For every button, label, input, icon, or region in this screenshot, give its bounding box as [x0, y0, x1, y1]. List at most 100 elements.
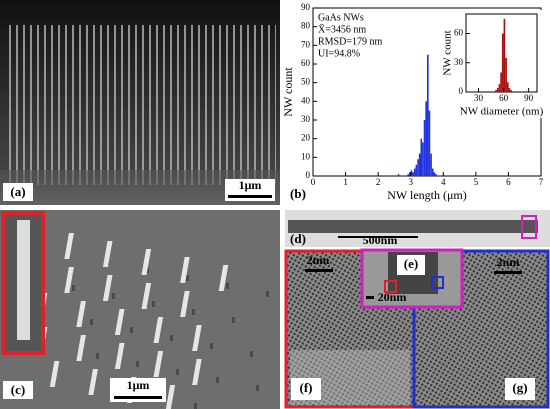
x-tick-label: 4 — [441, 177, 446, 187]
pillar — [180, 257, 190, 283]
bar — [428, 110, 431, 176]
bar — [410, 170, 413, 176]
pillar-shadow — [210, 343, 213, 349]
sem-image-c — [0, 210, 280, 409]
pillar-shadow — [226, 283, 229, 289]
pillar — [153, 351, 164, 377]
bar — [397, 174, 400, 176]
bar — [435, 174, 437, 176]
pillar-shadow — [112, 293, 115, 299]
bar — [510, 90, 512, 92]
pillar — [153, 317, 164, 343]
x-tick-label: 3 — [408, 177, 413, 187]
pillar-shadow — [186, 275, 189, 281]
pillar-shadow — [72, 285, 75, 291]
pillar-shadow — [194, 403, 197, 409]
pillar-shadow — [136, 361, 139, 367]
bar — [412, 172, 414, 176]
y-tick-label: 60 — [301, 58, 311, 68]
pillar — [102, 275, 113, 301]
label-box — [397, 255, 425, 275]
bar — [503, 18, 506, 92]
nanowire — [288, 220, 538, 233]
scale-bar — [494, 271, 522, 274]
panel-label: (g) — [512, 380, 527, 395]
pillar-shadow — [232, 317, 235, 323]
y-tick-label: 80 — [301, 21, 311, 31]
pillar-shadow — [152, 301, 155, 307]
scale-text: 20nm — [378, 290, 407, 304]
panel-label: (e) — [404, 256, 418, 271]
y-tick-label: 30 — [301, 114, 311, 124]
scale-text: 2nm — [497, 255, 520, 269]
y-tick-label: 0 — [306, 170, 311, 180]
bar — [407, 174, 410, 176]
y-axis-label: NW count — [281, 67, 295, 117]
x-tick-label: 30 — [474, 93, 484, 103]
x-tick-label: 0 — [311, 177, 316, 187]
x-tick-label: 6 — [506, 177, 511, 187]
pillar-shadow — [192, 309, 195, 315]
pillar — [180, 291, 190, 317]
annotation: RMSD=179 nm — [318, 36, 382, 47]
x-tick-label: 2 — [376, 177, 381, 187]
bar — [418, 153, 421, 176]
pillar — [64, 267, 74, 293]
pillar — [192, 325, 202, 351]
y-tick-label: 0 — [459, 86, 464, 96]
scale-text: 500nm — [363, 233, 398, 247]
highlight-box — [384, 280, 397, 293]
pillar — [64, 233, 74, 259]
label-box — [291, 378, 321, 400]
bar — [425, 101, 427, 176]
pillar — [141, 249, 152, 275]
y-tick-label: 20 — [301, 133, 311, 143]
scale-bar — [338, 236, 418, 238]
bar — [498, 84, 501, 92]
bar — [427, 54, 429, 176]
bar — [508, 88, 511, 92]
y-tick-label: 30 — [454, 57, 464, 67]
y-tick-label: 40 — [301, 95, 311, 105]
panel-label: (f) — [300, 380, 313, 395]
pillar — [192, 359, 202, 385]
bar — [501, 33, 504, 92]
pillar — [88, 369, 98, 395]
panel-label: (b) — [290, 186, 306, 201]
pillar-shadow — [146, 267, 149, 273]
scale-bar — [305, 269, 333, 272]
y-tick-label: 50 — [301, 77, 311, 87]
bar — [415, 164, 418, 176]
pillar-shadow — [96, 353, 99, 359]
label-box — [3, 183, 33, 201]
bar — [500, 72, 502, 92]
x-tick-label: 5 — [474, 177, 479, 187]
scale-text: 1μm — [127, 378, 150, 392]
panel-label: (a) — [10, 184, 25, 199]
scale-text: 2nm — [307, 253, 330, 267]
annotation: GaAs NWs — [318, 12, 364, 23]
scale-text: 1μm — [239, 178, 262, 192]
pillar-shadow — [216, 377, 219, 383]
y-tick-label: 70 — [301, 39, 311, 49]
pillar — [76, 301, 86, 327]
pillar — [114, 343, 125, 369]
bar — [422, 142, 424, 176]
bar — [495, 90, 497, 92]
bar — [423, 120, 426, 176]
y-tick-label: 90 — [301, 2, 311, 12]
panel-label: (d) — [290, 231, 306, 246]
bar — [431, 168, 434, 176]
pillar — [76, 335, 86, 361]
x-axis-label: NW length (μm) — [387, 188, 467, 202]
pillar — [102, 241, 113, 267]
pillar-shadow — [90, 319, 93, 325]
pillar-shadow — [266, 291, 269, 297]
bar — [433, 172, 436, 176]
nanowire-array — [4, 25, 276, 185]
scale-bar — [366, 296, 374, 299]
annotation: X̄=3456 nm — [318, 23, 366, 35]
x-tick-label: 90 — [524, 93, 534, 103]
bar — [496, 88, 499, 92]
